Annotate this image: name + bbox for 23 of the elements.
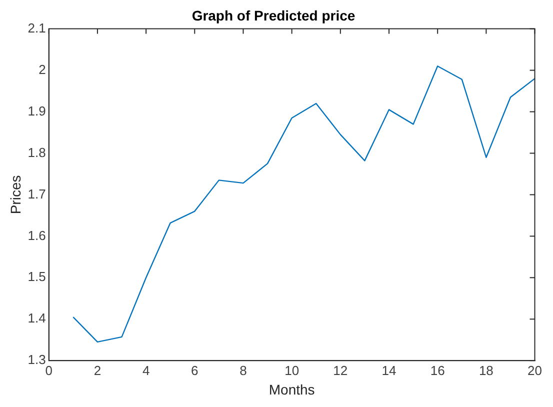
y-tick-label: 1.8	[28, 144, 46, 160]
x-tick-label: 10	[284, 362, 300, 378]
x-tick-label: 18	[478, 362, 494, 378]
y-tick-label: 1.9	[28, 103, 46, 118]
x-tick-label: 0	[45, 362, 52, 378]
x-tick-label: 20	[528, 362, 542, 378]
y-tick-label: 1.4	[28, 310, 46, 326]
x-tick-label: 12	[333, 362, 348, 378]
y-tick-label: 1.7	[28, 186, 46, 202]
y-tick-label: 2.1	[28, 20, 46, 36]
y-tick-label: 2	[38, 62, 46, 77]
x-axis-title: Months	[268, 381, 315, 398]
x-tick-label: 4	[142, 362, 150, 378]
y-axis-title: Prices	[7, 175, 24, 214]
y-tick-label: 1.3	[28, 352, 46, 368]
x-tick-label: 2	[94, 362, 102, 378]
x-tick-label: 6	[191, 362, 198, 378]
y-tick-label: 1.5	[28, 269, 46, 284]
y-tick-label: 1.6	[28, 228, 46, 243]
chart-title: Graph of Predicted price	[192, 7, 356, 24]
x-tick-label: 16	[430, 362, 445, 378]
x-tick-label: 8	[240, 362, 247, 378]
x-tick-label: 14	[382, 362, 396, 378]
